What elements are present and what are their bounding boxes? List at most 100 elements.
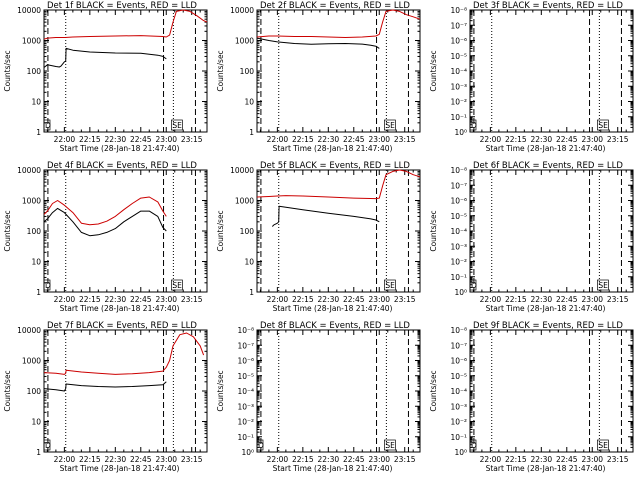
y-tick-label: 10⁻⁶ <box>450 357 467 366</box>
chart-title: Det 8f BLACK = Events, RED = LLD <box>260 321 410 331</box>
box-label-right-box <box>384 119 396 131</box>
x-tick-label: 23:00 <box>155 135 177 144</box>
y-tick-label: 10⁻⁸ <box>237 326 254 335</box>
y-tick-label: 10⁻¹ <box>450 433 467 442</box>
y-tick-label: 100 <box>27 227 42 236</box>
chart-title: Det 5f BLACK = Events, RED = LLD <box>260 161 410 171</box>
x-tick-label: 23:15 <box>607 135 629 144</box>
chart-title: Det 6f BLACK = Events, RED = LLD <box>473 161 623 171</box>
chart-title: Det 9f BLACK = Events, RED = LLD <box>473 321 623 331</box>
events-series-line <box>256 37 380 49</box>
x-tick-label: 22:45 <box>130 455 152 464</box>
y-tick-label: 10⁻³ <box>450 402 467 411</box>
y-tick-label: 1000 <box>22 357 41 366</box>
det-7f-panel: Det 7f BLACK = Events, RED = LLD 1 10 100 10… <box>0 320 213 480</box>
y-tick-label: 10⁻⁵ <box>450 372 467 381</box>
plot-frame <box>43 9 208 133</box>
y-tick-label: 10000 <box>17 326 41 335</box>
det-5f-chart: Det 5f BLACK = Events, RED = LLD 1 10 100 10… <box>216 161 421 313</box>
box-label-left-box <box>43 119 51 131</box>
x-tick-label: 22:30 <box>318 135 340 144</box>
y-tick-label: 10000 <box>230 6 254 15</box>
x-tick-label: 23:00 <box>368 295 390 304</box>
y-tick-label: 100 <box>240 227 255 236</box>
y-tick-label: 10 <box>244 258 254 267</box>
plot-frame <box>256 9 421 133</box>
y-tick-label: 10⁻⁷ <box>450 181 467 190</box>
y-tick-label: 10⁻⁴ <box>450 387 467 396</box>
y-tick-label: 10⁻⁷ <box>237 341 254 350</box>
det-1f-chart: Det 1f BLACK = Events, RED = LLD 1 10 100 10… <box>3 1 208 153</box>
y-tick-label: 10000 <box>17 166 41 175</box>
y-tick-label: 10⁻³ <box>450 242 467 251</box>
x-axis-title: Start Time (28-Jan-18 21:47:40) <box>60 144 180 153</box>
box-label-left: D <box>45 121 51 130</box>
x-tick-label: 22:15 <box>505 295 527 304</box>
box-label-right: SE <box>598 281 608 290</box>
det-4f-chart: Det 4f BLACK = Events, RED = LLD 1 10 100 10… <box>3 161 208 313</box>
y-tick-label: 1 <box>249 288 254 297</box>
det-7f-chart: Det 7f BLACK = Events, RED = LLD 1 10 100 10… <box>3 321 208 473</box>
box-label-left-box <box>469 279 477 291</box>
x-axis-title: Start Time (28-Jan-18 21:47:40) <box>273 144 393 153</box>
y-tick-label: 10⁻¹ <box>450 113 467 122</box>
plot-frame <box>256 169 421 293</box>
box-label-right-box <box>597 279 609 291</box>
lld-series-line <box>43 9 208 40</box>
x-tick-label: 22:15 <box>292 455 314 464</box>
x-tick-label: 22:45 <box>343 295 365 304</box>
y-axis-title: Counts/sec <box>3 210 12 251</box>
x-tick-label: 22:15 <box>79 135 101 144</box>
y-tick-label: 100 <box>27 67 42 76</box>
y-tick-label: 10000 <box>17 6 41 15</box>
x-tick-label: 23:15 <box>394 135 416 144</box>
y-tick-label: 10⁻¹ <box>237 433 254 442</box>
x-axis-title: Start Time (28-Jan-18 21:47:40) <box>486 464 606 473</box>
y-tick-label: 1000 <box>235 37 254 46</box>
y-tick-label: 100 <box>240 67 255 76</box>
x-tick-label: 22:45 <box>556 135 578 144</box>
chart-title: Det 4f BLACK = Events, RED = LLD <box>47 161 197 171</box>
box-label-left: D <box>471 281 477 290</box>
y-tick-label: 1000 <box>22 197 41 206</box>
y-axis-title: Counts/sec <box>3 370 12 411</box>
box-label-right: SE <box>385 441 395 450</box>
x-tick-label: 22:15 <box>79 295 101 304</box>
y-tick-label: 10⁻⁶ <box>237 357 254 366</box>
box-label-right: SE <box>598 441 608 450</box>
x-tick-label: 23:00 <box>581 135 603 144</box>
plot-frame <box>256 329 421 453</box>
box-label-right-box <box>171 119 183 131</box>
plot-frame <box>43 329 208 453</box>
box-label-right: SE <box>598 121 608 130</box>
box-label-left: D <box>471 121 477 130</box>
y-tick-label: 10⁰ <box>454 448 467 457</box>
y-tick-label: 1000 <box>235 197 254 206</box>
det-3f-chart: Det 3f BLACK = Events, RED = LLD 10⁰ 10⁻¹ 1… <box>429 1 634 153</box>
x-tick-label: 22:45 <box>130 295 152 304</box>
det-4f-panel: Det 4f BLACK = Events, RED = LLD 1 10 100 10… <box>0 160 213 320</box>
y-tick-label: 10⁻⁶ <box>450 197 467 206</box>
y-tick-label: 1 <box>36 128 41 137</box>
y-tick-label: 10 <box>31 258 41 267</box>
y-tick-label: 10⁻⁸ <box>450 166 467 175</box>
y-tick-label: 10⁻³ <box>450 82 467 91</box>
box-label-right-box <box>597 119 609 131</box>
x-tick-label: 23:00 <box>581 455 603 464</box>
x-tick-label: 22:00 <box>480 455 502 464</box>
x-axis-title: Start Time (28-Jan-18 21:47:40) <box>486 304 606 313</box>
y-tick-label: 1 <box>36 288 41 297</box>
lld-series-line <box>43 196 167 226</box>
x-tick-label: 22:15 <box>505 135 527 144</box>
y-tick-label: 10⁻⁵ <box>450 212 467 221</box>
box-label-left: D <box>45 281 51 290</box>
y-tick-label: 10⁰ <box>454 128 467 137</box>
plot-frame <box>469 9 634 133</box>
box-label-left-box <box>43 279 51 291</box>
y-axis-title: Counts/sec <box>429 210 438 251</box>
y-tick-label: 10⁻² <box>450 418 467 427</box>
det-6f-chart: Det 6f BLACK = Events, RED = LLD 10⁰ 10⁻¹ 1… <box>429 161 634 313</box>
det-9f-chart: Det 9f BLACK = Events, RED = LLD 10⁰ 10⁻¹ 1… <box>429 321 634 473</box>
x-tick-label: 22:00 <box>54 455 76 464</box>
